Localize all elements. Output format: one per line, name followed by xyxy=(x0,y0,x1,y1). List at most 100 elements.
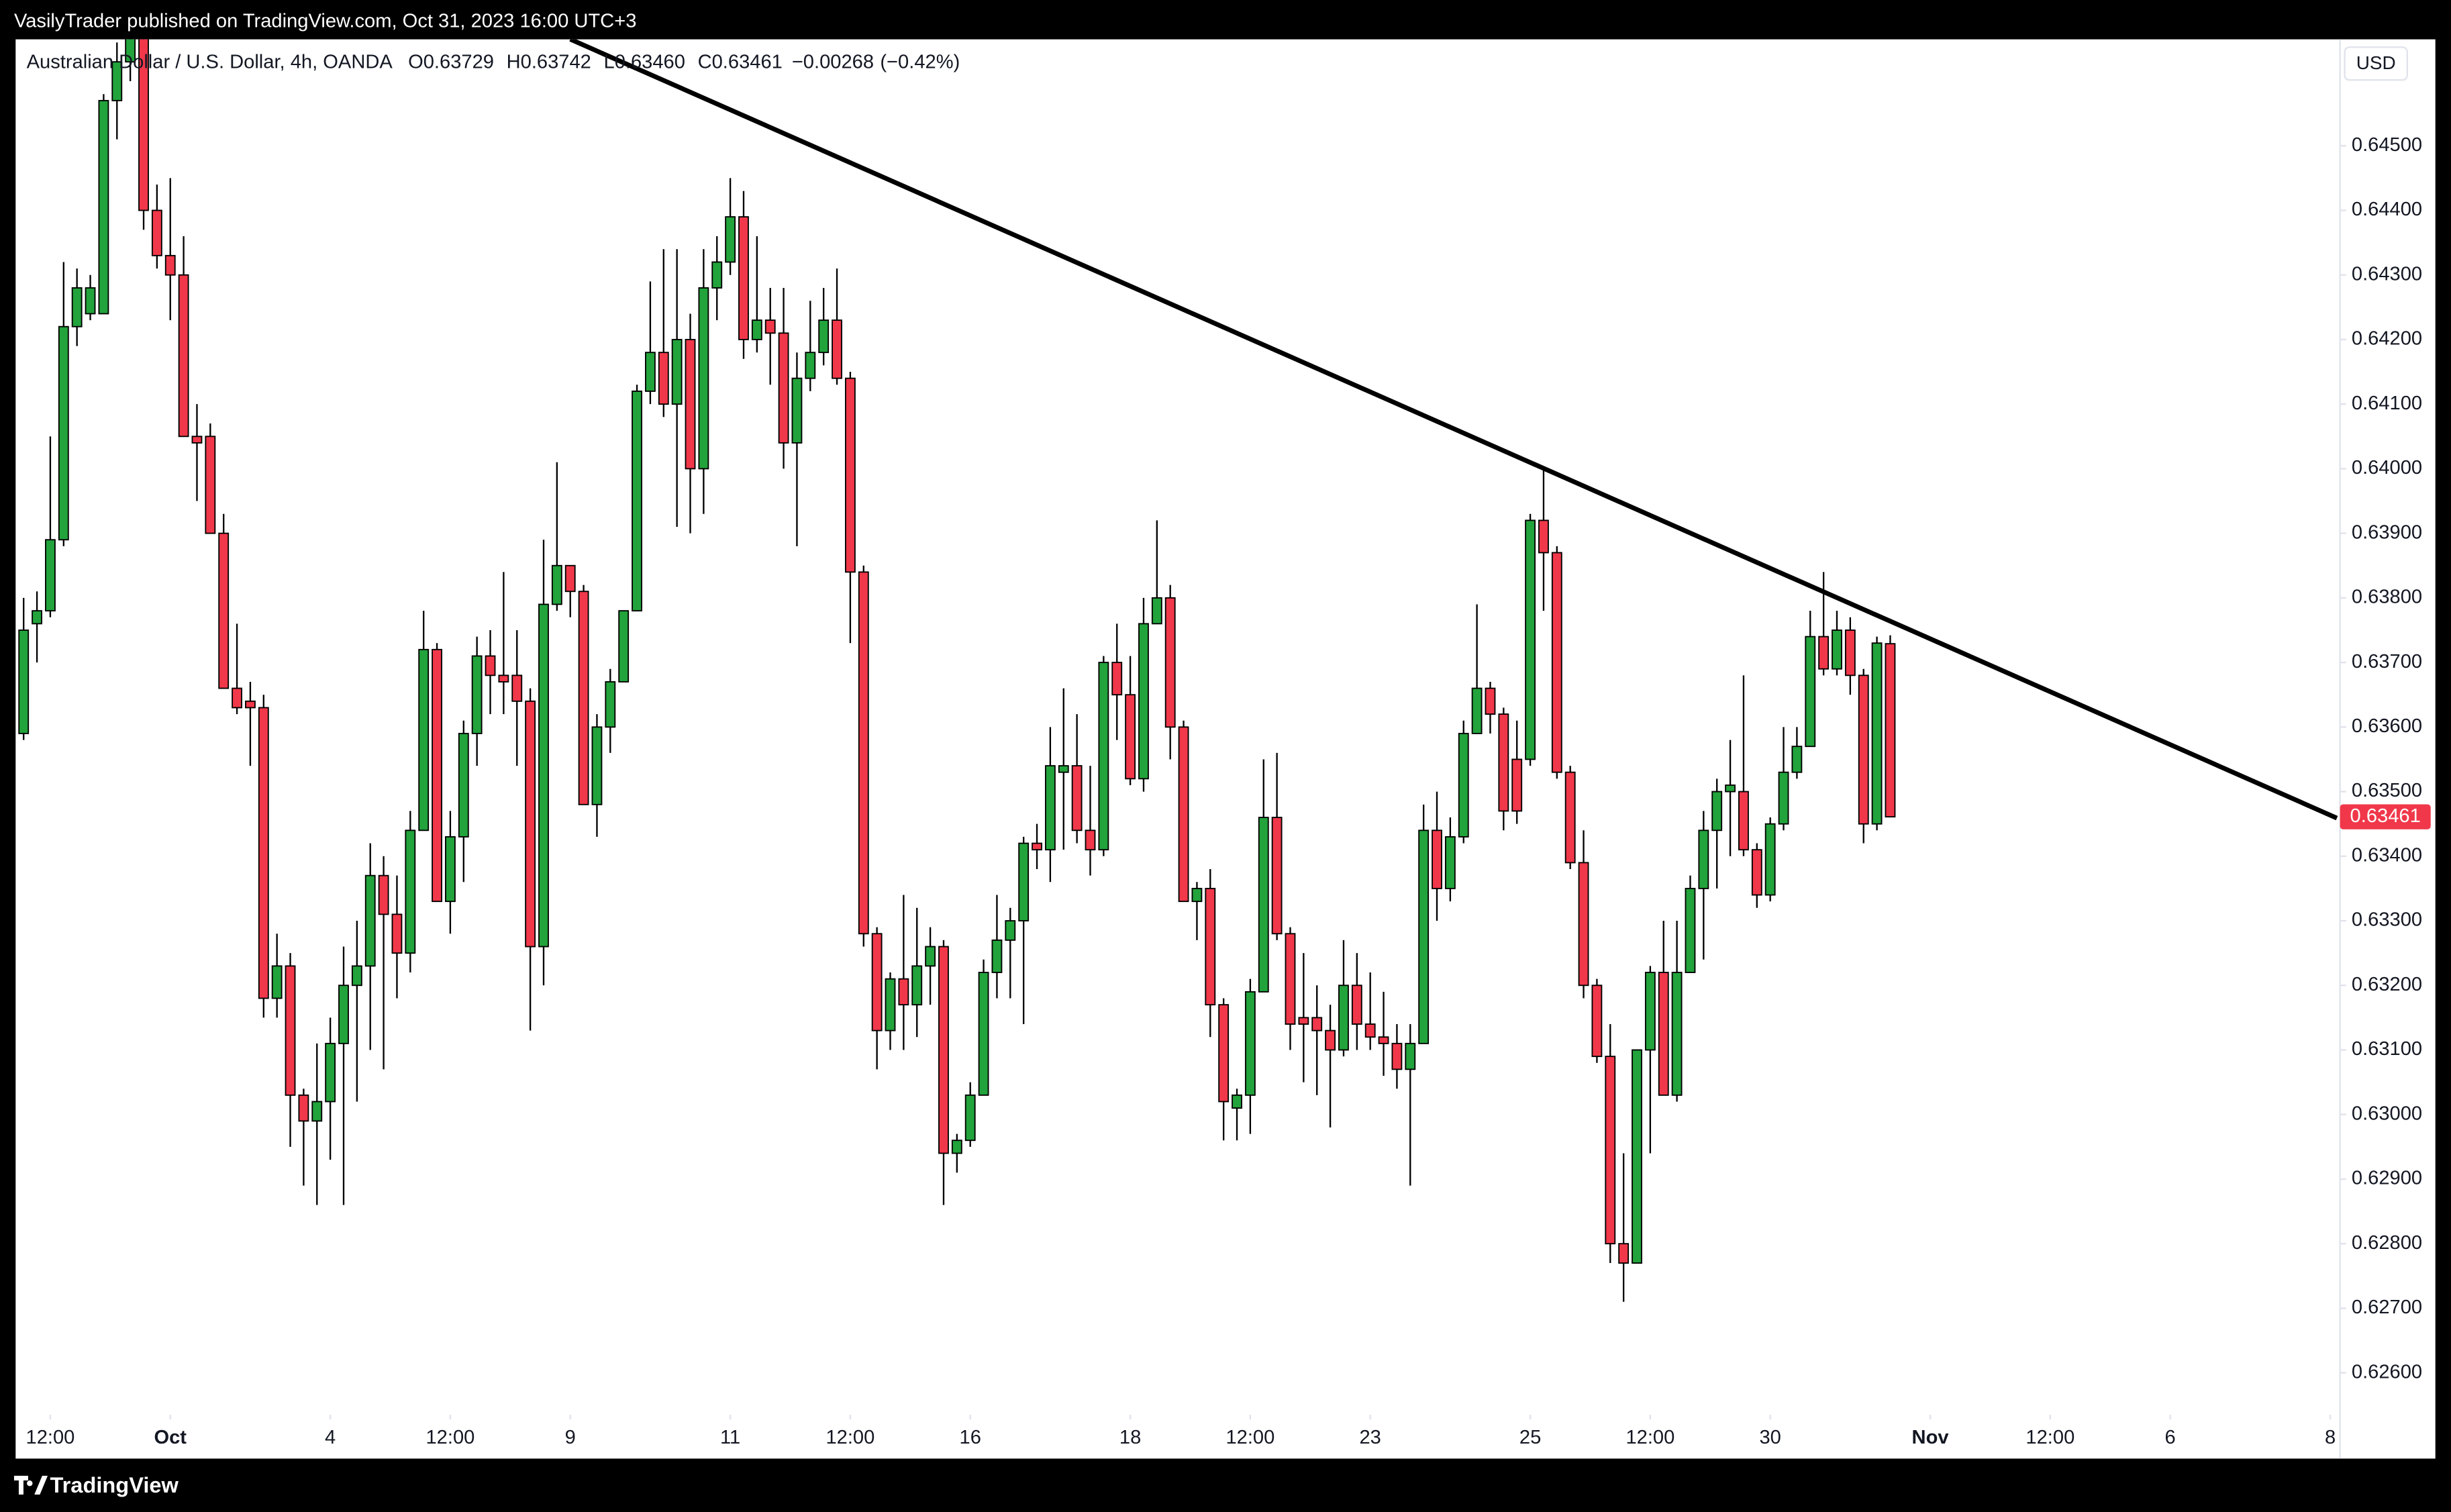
y-tick-label: 0.63500 xyxy=(2352,780,2422,801)
candle-body xyxy=(1232,1094,1242,1109)
candle-body xyxy=(1205,887,1216,1006)
candle-body xyxy=(98,99,109,315)
candle-body xyxy=(1485,687,1496,715)
brand: TradingView xyxy=(50,1472,179,1497)
legend-symbol: Australian Dollar / U.S. Dollar, 4h, OAN… xyxy=(27,51,393,72)
y-tick-label: 0.64300 xyxy=(2352,263,2422,285)
candle-body xyxy=(885,978,896,1031)
y-tick-label: 0.63600 xyxy=(2352,715,2422,737)
y-tick-label: 0.63700 xyxy=(2352,651,2422,672)
candle-body xyxy=(925,946,936,967)
x-tick-label: 12:00 xyxy=(426,1427,474,1448)
candle-body xyxy=(1391,1042,1403,1070)
legend-change: −0.00268 xyxy=(792,51,874,72)
x-tick-label: 9 xyxy=(565,1427,576,1448)
y-tick-label: 0.62800 xyxy=(2352,1232,2422,1254)
legend-value: 0.63460 xyxy=(615,51,685,72)
candle-body xyxy=(1605,1056,1616,1245)
x-tick-label: 12:00 xyxy=(826,1427,874,1448)
candle-body xyxy=(418,648,430,831)
candle-body xyxy=(1632,1049,1642,1264)
candle-body xyxy=(1791,746,1803,773)
y-tick-label: 0.62700 xyxy=(2352,1297,2422,1318)
legend-key: O xyxy=(408,51,423,72)
candle-body xyxy=(1618,1243,1630,1264)
candle-body xyxy=(471,655,483,734)
candle-body xyxy=(1644,972,1656,1051)
x-tick-label: 11 xyxy=(720,1427,740,1448)
candle-body xyxy=(725,216,736,263)
candle-body xyxy=(298,1094,309,1122)
candle-body xyxy=(1698,829,1709,889)
candle-body xyxy=(1418,829,1430,1044)
x-tick-label: 12:00 xyxy=(2025,1427,2074,1448)
candle-body xyxy=(338,985,349,1044)
candle-body xyxy=(1844,629,1856,676)
x-tick-label: 30 xyxy=(1759,1427,1781,1448)
candle-body xyxy=(191,436,203,444)
x-tick-label: Nov xyxy=(1912,1427,1950,1448)
candle-body xyxy=(1405,1042,1416,1070)
y-tick-label: 0.63400 xyxy=(2352,844,2422,866)
candle-body xyxy=(551,564,562,605)
y-tick-label: 0.64500 xyxy=(2352,134,2422,156)
y-tick-label: 0.63200 xyxy=(2352,974,2422,995)
candle-body xyxy=(1244,991,1256,1096)
candle-body xyxy=(911,965,923,1006)
candle-body xyxy=(938,946,949,1154)
candle-body xyxy=(738,216,749,340)
candle-body xyxy=(1271,817,1283,935)
legend-change-percent: (−0.42%) xyxy=(880,51,960,72)
candle-body xyxy=(1511,758,1523,812)
candle-body xyxy=(1871,642,1883,825)
candle-body xyxy=(1325,1029,1336,1051)
candle-body xyxy=(364,874,376,967)
candle-body xyxy=(285,965,296,1096)
candle-body xyxy=(764,319,776,334)
candle-body xyxy=(1298,1017,1309,1025)
x-tick-label: 4 xyxy=(325,1427,336,1448)
x-tick-label: 16 xyxy=(960,1427,981,1448)
candle-body xyxy=(1538,519,1549,554)
plot xyxy=(18,39,2338,1302)
candle-body xyxy=(1018,842,1030,921)
candle-body xyxy=(1832,629,1842,670)
candle-body xyxy=(85,287,96,315)
candle-body xyxy=(271,965,283,999)
candle-body xyxy=(951,1140,962,1154)
price-tag-label: 0.63461 xyxy=(2350,805,2421,827)
legend-value: 0.63461 xyxy=(712,51,783,72)
candle-body xyxy=(791,377,803,444)
candle-body xyxy=(1191,887,1203,903)
candle-body xyxy=(578,591,589,805)
candle-body xyxy=(205,436,216,534)
candle-body xyxy=(71,287,83,327)
candle-body xyxy=(1591,985,1603,1058)
x-tick-label: 18 xyxy=(1119,1427,1141,1448)
candle-body xyxy=(978,972,989,1096)
candle-body xyxy=(1058,765,1069,773)
candle-body xyxy=(1364,1023,1376,1038)
candle-body xyxy=(164,254,176,276)
x-tick-label: Oct xyxy=(154,1427,187,1448)
candle-body xyxy=(1671,972,1683,1096)
y-tick-label: 0.62900 xyxy=(2352,1168,2422,1189)
candle-body xyxy=(351,965,362,987)
axes: 0.62600 0.62700 0.62800 0.62900 0.63000 0.631… xyxy=(26,134,2431,1448)
candle-body xyxy=(138,39,149,211)
candle-body xyxy=(1458,733,1469,838)
candle-body xyxy=(1751,849,1762,896)
trendline xyxy=(569,39,2338,821)
candle-body xyxy=(711,261,723,289)
candle-body xyxy=(832,319,842,379)
candle-body xyxy=(432,648,442,903)
candle-body xyxy=(991,939,1003,973)
y-tick-label: 0.63900 xyxy=(2352,521,2422,543)
x-tick-label: 12:00 xyxy=(1226,1427,1274,1448)
candle-body xyxy=(405,829,416,954)
x-tick-label: 12:00 xyxy=(26,1427,75,1448)
candle-body xyxy=(218,532,230,689)
candle-body xyxy=(871,933,883,1031)
candle-body xyxy=(178,274,189,438)
